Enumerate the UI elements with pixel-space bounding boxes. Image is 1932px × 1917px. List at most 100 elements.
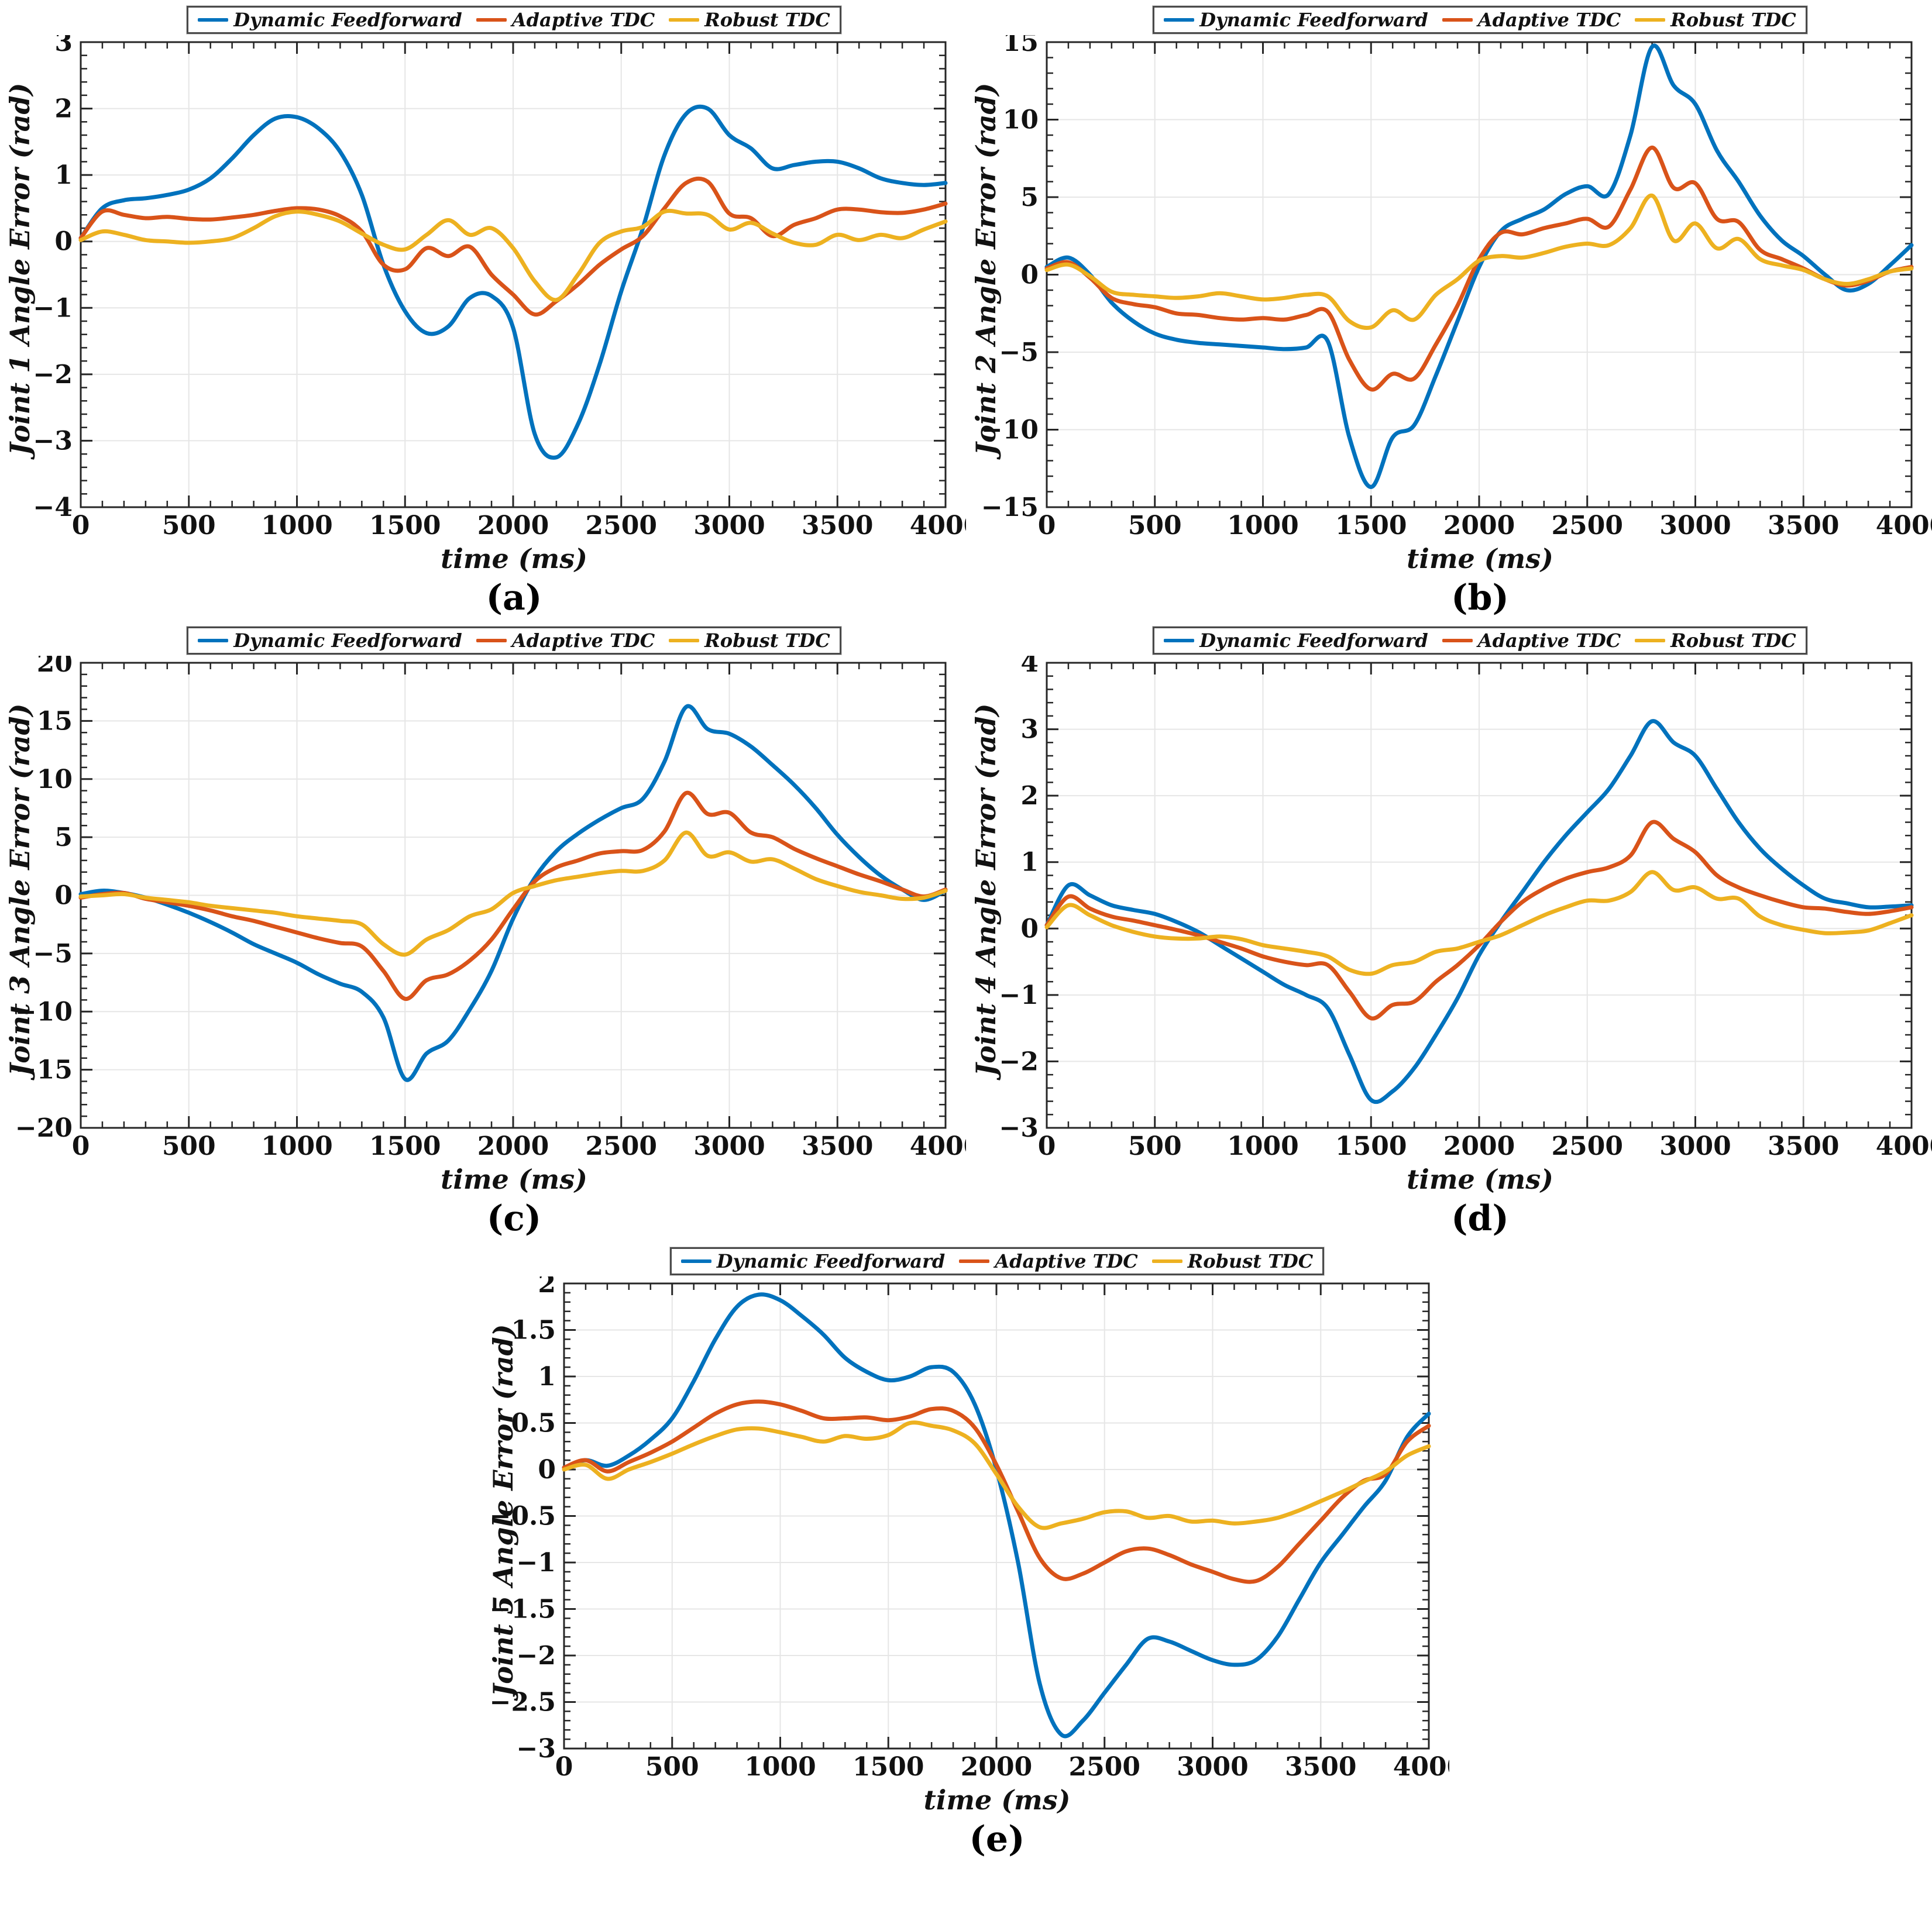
legend-item-robust-tdc: Robust TDC: [669, 11, 830, 29]
legend-line-swatch: [1164, 18, 1195, 22]
data-series: [78, 104, 948, 460]
legend-line-swatch: [1635, 18, 1666, 22]
y-tick-label: −5: [999, 338, 1039, 367]
series-line-adaptive-tdc: [78, 176, 948, 317]
plot-area: 0 500 1000 1500 2000 2500 3000 3500 4000 −3 −2 −1 0 1…: [999, 656, 1932, 1161]
plot-wrap: Joint 5 Angle Error (rad) 0 500 1000 1500 20…: [483, 1276, 1449, 1784]
legend-item-robust-tdc: Robust TDC: [669, 631, 830, 650]
series-line-robust-tdc: [1044, 870, 1914, 976]
legend-line-swatch: [680, 1259, 711, 1263]
chart-a: Dynamic Feedforward Adaptive TDC Robust TD…: [0, 4, 966, 624]
y-tick-label: −2.5: [489, 1688, 555, 1718]
x-tick-label: 3000: [693, 511, 765, 541]
tick-labels: 0 500 1000 1500 2000 2500 3000 3500 4000 −3 −2.5 −2…: [489, 1276, 1449, 1782]
legend-line-swatch: [476, 639, 507, 642]
y-tick-label: −10: [981, 415, 1039, 445]
chart-e: Dynamic Feedforward Adaptive TDC Robust TD…: [483, 1245, 1449, 1866]
legend-label: Robust TDC: [1187, 1250, 1314, 1272]
legend-label: Dynamic Feedforward: [1199, 9, 1428, 31]
x-tick-label: 1500: [369, 511, 441, 541]
subfigure-label-c: (c): [486, 1198, 542, 1239]
x-tick-label: 1500: [1335, 1131, 1407, 1161]
x-tick-label: 3500: [1768, 1131, 1839, 1161]
x-axis-label: time (ms): [923, 1784, 1071, 1816]
subfigure-label-d: (d): [1451, 1198, 1509, 1239]
legend-line-swatch: [1151, 1259, 1182, 1263]
subfigure-label-b: (b): [1451, 577, 1509, 618]
x-tick-label: 500: [1128, 1131, 1182, 1161]
x-tick-label: 2500: [586, 511, 657, 541]
x-tick-label: 4000: [910, 511, 966, 541]
axes-and-ticks: [563, 1282, 1429, 1750]
tick-labels: 0 500 1000 1500 2000 2500 3000 3500 4000 −3 −2 −1 0 1…: [999, 656, 1932, 1161]
legend-item-robust-tdc: Robust TDC: [1151, 1250, 1314, 1272]
x-tick-label: 500: [645, 1752, 699, 1782]
x-tick-label: 2500: [586, 1131, 657, 1161]
x-tick-label: 2000: [1443, 1131, 1515, 1161]
figure-row-3: Dynamic Feedforward Adaptive TDC Robust TD…: [0, 1245, 1932, 1866]
legend-label: Adaptive TDC: [1477, 629, 1621, 652]
legend-item-dynamic-feedforward: Dynamic Feedforward: [198, 11, 462, 29]
plot-area: 0 500 1000 1500 2000 2500 3000 3500 4000 −4 −3 −2 −1…: [33, 35, 966, 541]
y-tick-label: −3: [33, 426, 73, 456]
data-series: [1044, 43, 1914, 489]
plot-area: 0 500 1000 1500 2000 2500 3000 3500 4000 −3 −2.5 −2…: [489, 1276, 1449, 1782]
x-tick-label: 4000: [1876, 511, 1932, 541]
data-series: [78, 704, 948, 1082]
y-tick-label: −0.5: [489, 1502, 555, 1531]
x-tick-label: 3000: [1659, 1131, 1731, 1161]
series-line-dynamic-feedforward: [78, 704, 948, 1082]
x-tick-label: 1000: [1227, 1131, 1298, 1161]
x-tick-label: 0: [72, 1131, 90, 1161]
legend-item-adaptive-tdc: Adaptive TDC: [1442, 631, 1621, 650]
y-tick-label: 3: [1020, 715, 1039, 745]
y-tick-label: −15: [15, 1055, 73, 1085]
legend-label: Adaptive TDC: [995, 1250, 1138, 1272]
y-tick-label: −4: [33, 493, 73, 522]
y-tick-label: 2: [54, 94, 73, 124]
legend-label: Adaptive TDC: [511, 9, 655, 31]
legend-line-swatch: [1635, 639, 1666, 642]
figure-joint-angle-errors: Dynamic Feedforward Adaptive TDC Robust TD…: [0, 4, 1932, 1866]
y-tick-label: 0: [538, 1455, 556, 1485]
x-tick-label: 2000: [1443, 511, 1515, 541]
legend: Dynamic Feedforward Adaptive TDC Robust TD…: [187, 627, 841, 655]
x-tick-label: 3500: [802, 511, 873, 541]
y-tick-label: 5: [1020, 183, 1039, 212]
axes-and-ticks: [1046, 662, 1913, 1129]
legend-line-swatch: [669, 639, 700, 642]
data-series: [1044, 719, 1914, 1104]
y-tick-label: 2: [1020, 781, 1039, 811]
x-tick-label: 2500: [1068, 1752, 1140, 1782]
y-tick-label: 2: [538, 1276, 556, 1299]
y-tick-label: 15: [37, 706, 73, 736]
y-tick-label: 1: [54, 160, 73, 190]
y-tick-label: 0: [54, 227, 73, 257]
legend-line-swatch: [1442, 639, 1473, 642]
plot-wrap: Joint 1 Angle Error (rad) 0 500 1000 1500 20…: [0, 35, 966, 542]
y-tick-label: −1.5: [489, 1595, 555, 1625]
legend-label: Robust TDC: [704, 9, 830, 31]
series-line-dynamic-feedforward: [562, 1292, 1431, 1739]
chart-d: Dynamic Feedforward Adaptive TDC Robust TD…: [966, 624, 1932, 1245]
x-tick-label: 0: [1038, 511, 1056, 541]
x-tick-label: 1500: [852, 1752, 924, 1782]
y-tick-label: 3: [54, 35, 73, 57]
x-tick-label: 2500: [1552, 1131, 1623, 1161]
y-tick-label: 1: [1020, 848, 1039, 877]
plot-area: 0 500 1000 1500 2000 2500 3000 3500 4000 −15 −10 −5…: [981, 35, 1932, 541]
series-line-dynamic-feedforward: [1044, 719, 1914, 1104]
x-tick-label: 2500: [1552, 511, 1623, 541]
x-axis-label: time (ms): [1407, 543, 1553, 574]
series-line-adaptive-tdc: [78, 790, 948, 1001]
legend: Dynamic Feedforward Adaptive TDC Robust TD…: [1153, 627, 1807, 655]
figure-row-1: Dynamic Feedforward Adaptive TDC Robust TD…: [0, 4, 1932, 624]
legend: Dynamic Feedforward Adaptive TDC Robust TD…: [1153, 6, 1807, 34]
chart-c: Dynamic Feedforward Adaptive TDC Robust TD…: [0, 624, 966, 1245]
series-line-adaptive-tdc: [1044, 820, 1914, 1021]
subfigure-label-e: (e): [969, 1819, 1025, 1860]
axes-and-ticks: [1046, 41, 1913, 508]
x-tick-label: 1000: [744, 1752, 816, 1782]
legend-label: Adaptive TDC: [511, 629, 655, 652]
gridlines: [563, 1283, 1429, 1749]
